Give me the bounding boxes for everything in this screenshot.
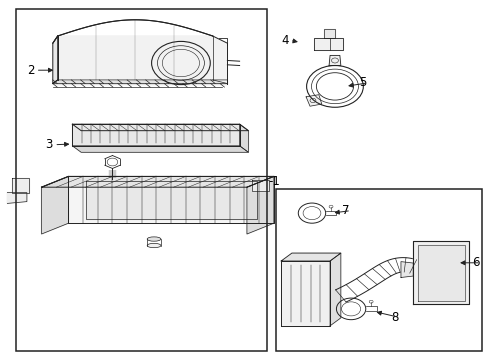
Text: -1: -1 (267, 175, 279, 188)
Polygon shape (329, 253, 340, 326)
Polygon shape (53, 36, 58, 84)
Polygon shape (281, 261, 329, 326)
Polygon shape (412, 241, 468, 304)
Bar (16, 9, 266, 351)
Text: 3: 3 (45, 138, 53, 151)
Polygon shape (7, 193, 27, 203)
Polygon shape (12, 178, 29, 193)
Polygon shape (251, 180, 268, 191)
Bar (276, 189, 481, 351)
Polygon shape (85, 181, 256, 219)
Text: 5: 5 (359, 76, 366, 89)
Text: 2: 2 (27, 64, 34, 77)
Polygon shape (323, 29, 334, 38)
Ellipse shape (147, 237, 161, 241)
Polygon shape (41, 176, 68, 234)
Ellipse shape (147, 243, 161, 248)
Polygon shape (58, 36, 227, 84)
Polygon shape (305, 95, 321, 106)
Polygon shape (72, 146, 248, 152)
Polygon shape (313, 38, 343, 50)
Text: 7: 7 (342, 204, 349, 217)
Polygon shape (72, 124, 239, 146)
Text: 8: 8 (390, 311, 398, 324)
Polygon shape (72, 124, 248, 131)
Polygon shape (68, 176, 273, 223)
Polygon shape (53, 80, 227, 84)
Text: 4: 4 (281, 34, 288, 47)
Polygon shape (417, 245, 464, 301)
Polygon shape (246, 176, 273, 234)
Text: 6: 6 (471, 256, 478, 269)
Polygon shape (239, 124, 248, 152)
Polygon shape (41, 176, 273, 187)
Polygon shape (281, 253, 340, 261)
Polygon shape (400, 262, 412, 278)
Polygon shape (328, 55, 340, 66)
